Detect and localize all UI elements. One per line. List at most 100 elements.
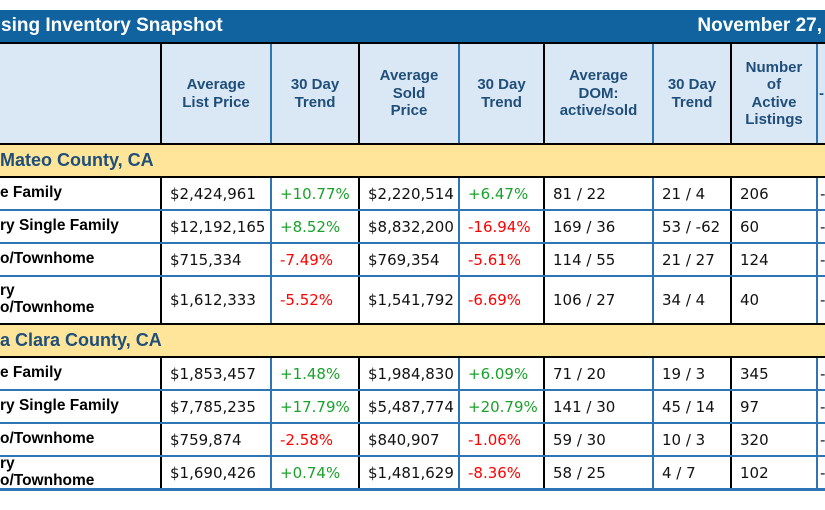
column-header-cropped: - bbox=[816, 44, 825, 143]
data-cell: $1,690,426 bbox=[160, 457, 270, 488]
column-header-location bbox=[0, 44, 160, 143]
report-date: November 27, bbox=[697, 15, 822, 36]
row-label: ry Single Family bbox=[0, 217, 119, 235]
data-cell: -7.49% bbox=[270, 244, 358, 275]
row-label: o/Townhome bbox=[0, 430, 95, 448]
data-cell: +10.77% bbox=[270, 178, 358, 209]
data-cell: - bbox=[816, 424, 825, 455]
data-cell: +20.79% bbox=[458, 391, 543, 422]
data-cell: $715,334 bbox=[160, 244, 270, 275]
report-title: sing Inventory Snapshot bbox=[1, 15, 223, 36]
data-cell: 97 bbox=[730, 391, 816, 422]
data-cell: 34 / 4 bbox=[652, 277, 730, 323]
data-cell: -5.61% bbox=[458, 244, 543, 275]
data-cell: 345 bbox=[730, 358, 816, 389]
column-header-list-trend: 30 Day Trend bbox=[270, 44, 358, 143]
data-cell: +0.74% bbox=[270, 457, 358, 488]
data-cell: 320 bbox=[730, 424, 816, 455]
data-cell: 124 bbox=[730, 244, 816, 275]
data-cell: -16.94% bbox=[458, 211, 543, 242]
title-bar: sing Inventory Snapshot November 27, bbox=[0, 10, 825, 42]
data-cell: +8.52% bbox=[270, 211, 358, 242]
row-label: e Family bbox=[0, 184, 63, 202]
table-row: e Family $2,424,961 +10.77% $2,220,514 +6.47… bbox=[0, 178, 825, 211]
section-header-row: a Clara County, CA bbox=[0, 323, 825, 358]
data-cell: 53 / -62 bbox=[652, 211, 730, 242]
table-row: ry Single Family $7,785,235 +17.79% $5,487,… bbox=[0, 391, 825, 424]
column-header-average-list-price: Average List Price bbox=[160, 44, 270, 143]
data-cell: -5.52% bbox=[270, 277, 358, 323]
data-cell: $1,612,333 bbox=[160, 277, 270, 323]
column-header-sold-trend: 30 Day Trend bbox=[458, 44, 543, 143]
data-cell: 58 / 25 bbox=[543, 457, 652, 488]
data-cell: +6.47% bbox=[458, 178, 543, 209]
section-label: a Clara County, CA bbox=[0, 330, 162, 350]
row-label: e Family bbox=[0, 364, 63, 382]
inventory-table: Average List Price 30 Day Trend Average … bbox=[0, 42, 825, 491]
data-cell: 141 / 30 bbox=[543, 391, 652, 422]
data-cell: -6.69% bbox=[458, 277, 543, 323]
data-cell: $8,832,200 bbox=[358, 211, 458, 242]
column-header-average-dom: Average DOM: active/sold bbox=[543, 44, 652, 143]
data-cell: - bbox=[816, 178, 825, 209]
data-cell: 206 bbox=[730, 178, 816, 209]
data-cell: - bbox=[816, 244, 825, 275]
data-cell: $840,907 bbox=[358, 424, 458, 455]
column-header-dom-trend: 30 Day Trend bbox=[652, 44, 730, 143]
data-cell: $2,424,961 bbox=[160, 178, 270, 209]
data-cell: $1,984,830 bbox=[358, 358, 458, 389]
table-row: o/Townhome $759,874 -2.58% $840,907 -1.06% 59… bbox=[0, 424, 825, 457]
data-cell: +1.48% bbox=[270, 358, 358, 389]
table-row: o/Townhome $715,334 -7.49% $769,354 -5.61% 11… bbox=[0, 244, 825, 277]
data-cell: $7,785,235 bbox=[160, 391, 270, 422]
table-row: e Family $1,853,457 +1.48% $1,984,830 +6.09%… bbox=[0, 358, 825, 391]
data-cell: 10 / 3 bbox=[652, 424, 730, 455]
column-header-active-listings: Number of Active Listings bbox=[730, 44, 816, 143]
data-cell: 19 / 3 bbox=[652, 358, 730, 389]
data-cell: 45 / 14 bbox=[652, 391, 730, 422]
data-cell: $2,220,514 bbox=[358, 178, 458, 209]
data-cell: $5,487,774 bbox=[358, 391, 458, 422]
data-cell: $769,354 bbox=[358, 244, 458, 275]
row-label: ry o/Townhome bbox=[0, 282, 95, 316]
data-cell: +17.79% bbox=[270, 391, 358, 422]
data-cell: $1,853,457 bbox=[160, 358, 270, 389]
data-cell: 102 bbox=[730, 457, 816, 488]
data-cell: $12,192,165 bbox=[160, 211, 270, 242]
data-cell: - bbox=[816, 211, 825, 242]
section-label: Mateo County, CA bbox=[0, 150, 154, 170]
data-cell: - bbox=[816, 391, 825, 422]
data-cell: +6.09% bbox=[458, 358, 543, 389]
data-cell: 169 / 36 bbox=[543, 211, 652, 242]
data-cell: -2.58% bbox=[270, 424, 358, 455]
data-cell: 81 / 22 bbox=[543, 178, 652, 209]
data-cell: 40 bbox=[730, 277, 816, 323]
data-cell: 21 / 27 bbox=[652, 244, 730, 275]
data-cell: 60 bbox=[730, 211, 816, 242]
row-label: o/Townhome bbox=[0, 250, 95, 268]
row-label: ry Single Family bbox=[0, 397, 119, 415]
data-cell: 21 / 4 bbox=[652, 178, 730, 209]
data-cell: 4 / 7 bbox=[652, 457, 730, 488]
column-header-row: Average List Price 30 Day Trend Average … bbox=[0, 42, 825, 143]
data-cell: 106 / 27 bbox=[543, 277, 652, 323]
data-cell: $1,481,629 bbox=[358, 457, 458, 488]
data-cell: - bbox=[816, 358, 825, 389]
table-row: ry Single Family $12,192,165 +8.52% $8,832,… bbox=[0, 211, 825, 244]
data-cell: $1,541,792 bbox=[358, 277, 458, 323]
data-cell: - bbox=[816, 277, 825, 323]
table-body: Mateo County, CA e Family $2,424,961 +10.77… bbox=[0, 143, 825, 491]
data-cell: -1.06% bbox=[458, 424, 543, 455]
column-header-average-sold-price: Average Sold Price bbox=[358, 44, 458, 143]
data-cell: $759,874 bbox=[160, 424, 270, 455]
row-label: ry o/Townhome bbox=[0, 457, 95, 488]
table-row: ry o/Townhome $1,690,426 +0.74% $1,481,629-… bbox=[0, 457, 825, 491]
table-row: ry o/Townhome $1,612,333 -5.52% $1,541,792-… bbox=[0, 277, 825, 323]
data-cell: 114 / 55 bbox=[543, 244, 652, 275]
section-header-row: Mateo County, CA bbox=[0, 143, 825, 178]
data-cell: -8.36% bbox=[458, 457, 543, 488]
data-cell: - bbox=[816, 457, 825, 488]
data-cell: 59 / 30 bbox=[543, 424, 652, 455]
data-cell: 71 / 20 bbox=[543, 358, 652, 389]
